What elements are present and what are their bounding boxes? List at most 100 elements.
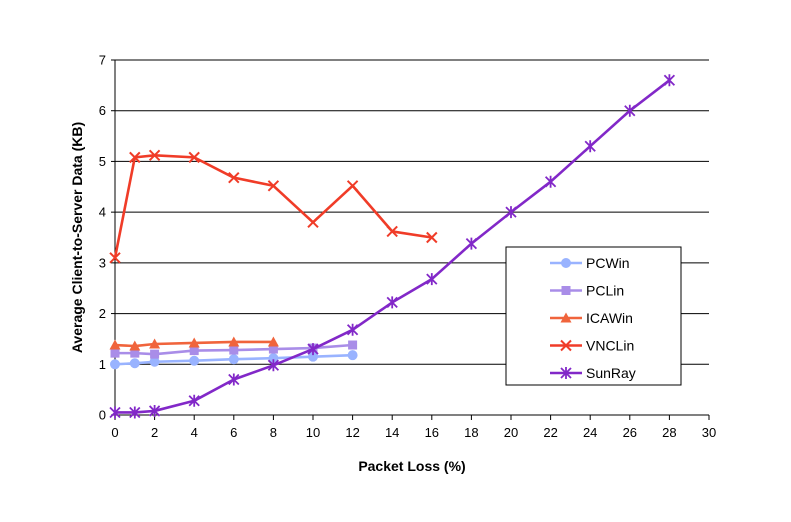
legend-label-pclin: PCLin [586,283,624,299]
data-point-vnclin [346,180,359,192]
legend-label-sunray: SunRay [586,365,636,381]
data-point-pcwin [228,354,239,365]
legend-marker-pcwin [561,258,571,268]
y-axis-label: Average Client-to-Server Data (KB) [69,122,85,353]
data-point-icawin [109,339,121,350]
y-tick-label: 6 [99,103,106,118]
data-point-icawin [129,340,141,351]
data-point-pclin [229,345,239,355]
data-point-icawin [149,338,161,349]
x-tick-label: 26 [623,425,637,440]
data-point-pcwin [347,350,358,361]
data-point-sunray [544,175,557,188]
data-point-sunray [584,140,596,153]
data-point-sunray [386,296,398,309]
data-point-pclin [150,349,160,359]
x-tick-label: 8 [270,425,277,440]
data-point-sunray [109,406,121,419]
series-pcwin [110,350,358,370]
data-point-sunray [624,104,636,117]
legend-marker-icawin [560,312,572,323]
data-point-pclin [268,344,278,354]
legend-box [505,246,682,386]
x-tick-label: 24 [583,425,597,440]
data-point-sunray [267,359,280,372]
gridlines [115,59,709,365]
y-tick-label: 4 [99,205,106,220]
y-tick-label: 0 [99,408,106,423]
legend-marker-vnclin [560,339,572,352]
data-point-sunray [663,74,676,87]
data-point-pcwin [110,359,120,370]
x-tick-label: 14 [385,425,399,440]
series-group [109,74,676,419]
legend-label-vnclin: VNCLin [586,338,634,354]
data-point-vnclin [129,151,141,164]
series-vnclin [109,149,438,264]
data-point-sunray [307,343,319,356]
data-point-sunray [188,394,200,407]
legend-item-sunray: SunRay [550,365,636,381]
legend-item-pcwin: PCWin [550,255,630,271]
y-tick-label: 5 [99,154,106,169]
data-point-vnclin [267,180,280,192]
x-tick-label: 10 [306,425,320,440]
x-tick-label: 16 [425,425,439,440]
data-point-sunray [148,404,161,417]
x-tick-label: 22 [543,425,557,440]
legend-marker-sunray [560,367,572,379]
series-sunray [109,74,676,419]
legend-item-pclin: PCLin [550,283,624,299]
x-tick-label: 4 [191,425,198,440]
x-tick-label: 12 [345,425,359,440]
data-point-vnclin [148,149,161,162]
x-tick-label: 6 [230,425,237,440]
data-point-pcwin [189,355,200,366]
series-icawin [109,336,279,351]
y-tick-label: 3 [99,255,106,270]
data-point-vnclin [188,151,200,164]
legend-item-vnclin: VNCLin [550,338,634,354]
axes [111,59,710,420]
y-tick-label: 7 [99,53,106,68]
x-tick-labels: 0 2 4 6 8 10 12 14 16 18 20 22 24 26 28 30 [111,425,716,440]
x-tick-label: 18 [464,425,478,440]
data-point-vnclin [386,225,398,238]
data-point-sunray [129,406,141,419]
data-point-vnclin [426,231,438,244]
y-tick-label: 2 [99,306,106,321]
series-line-vnclin [113,154,432,259]
legend-item-icawin: ICAWin [550,310,633,326]
legend-marker-pclin [561,286,571,295]
legend-label-icawin: ICAWin [586,310,633,326]
y-tick-labels: 0 1 2 3 4 5 6 7 [99,53,106,423]
x-tick-label: 30 [702,425,716,440]
data-point-pclin [130,348,140,358]
series-line-sunray [115,79,671,414]
data-point-pclin [348,340,358,350]
series-line-icawin [114,340,274,348]
y-tick-label: 1 [99,357,106,372]
data-point-sunray [426,273,438,286]
data-point-vnclin [109,252,121,264]
data-point-icawin [267,336,279,347]
data-point-sunray [228,373,240,386]
legend-label-pcwin: PCWin [586,255,630,271]
x-tick-label: 20 [504,425,518,440]
x-tick-label: 2 [151,425,158,440]
data-point-icawin [228,336,240,347]
data-point-pcwin [129,358,140,369]
data-point-sunray [465,237,478,250]
data-point-pclin [189,346,199,356]
data-point-sunray [505,206,517,219]
legend: PCWin PCLin ICAWin VNCLin SunRay [505,246,682,386]
x-axis-label: Packet Loss (%) [358,458,465,474]
data-point-icawin [188,337,200,348]
data-point-vnclin [228,171,240,184]
data-point-vnclin [307,216,319,228]
data-point-sunray [346,323,359,336]
data-point-pclin [110,348,120,358]
x-tick-label: 28 [662,425,676,440]
x-tick-label: 0 [111,425,118,440]
